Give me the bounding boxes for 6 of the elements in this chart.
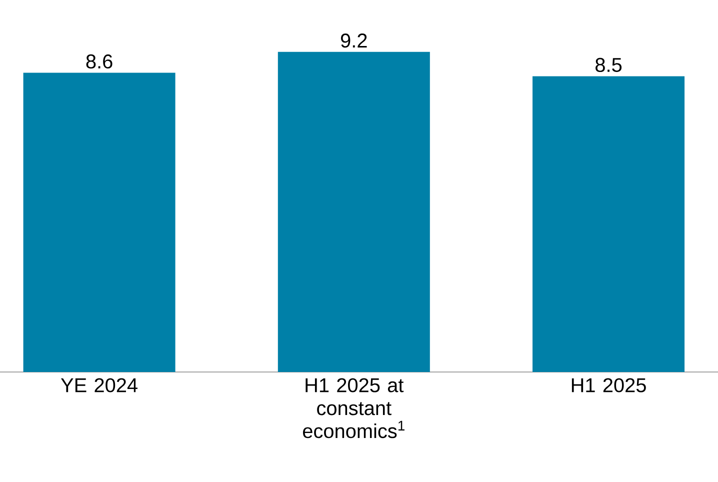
x-tick-label: H1 2025 at constant economics$^{1}$ — [303, 378, 404, 438]
data-label: 8.6 — [86, 54, 112, 69]
data-label: 8.5 — [596, 58, 622, 72]
x-tick-label: H1 2025 — [572, 378, 646, 392]
x-tick-label: YE 2024 — [60, 378, 138, 392]
data-label: 9.2 — [341, 34, 367, 48]
